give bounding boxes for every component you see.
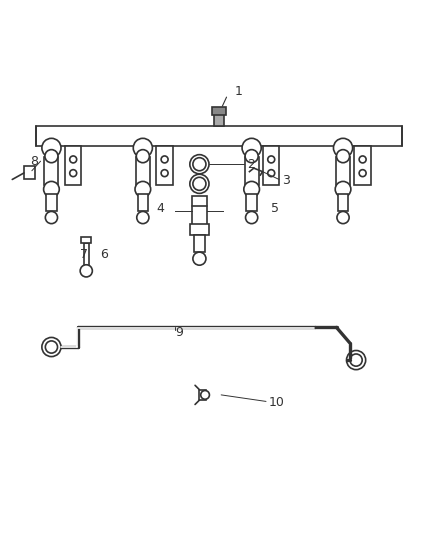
- Text: 9: 9: [176, 326, 184, 339]
- Bar: [191, 196, 207, 226]
- Bar: [45, 157, 58, 185]
- Circle shape: [350, 354, 362, 366]
- Circle shape: [42, 139, 61, 157]
- Text: 2: 2: [247, 158, 255, 171]
- Circle shape: [46, 212, 57, 224]
- Text: 5: 5: [271, 202, 279, 215]
- Circle shape: [359, 169, 366, 176]
- Circle shape: [45, 150, 58, 163]
- Bar: [199, 390, 206, 400]
- Bar: [138, 193, 148, 211]
- Circle shape: [201, 391, 209, 399]
- Bar: [245, 157, 258, 185]
- Circle shape: [44, 181, 59, 197]
- Circle shape: [42, 337, 61, 357]
- Bar: [81, 237, 92, 243]
- Bar: [212, 108, 226, 115]
- Circle shape: [70, 156, 77, 163]
- Circle shape: [336, 150, 350, 163]
- Text: 1: 1: [234, 85, 242, 98]
- Circle shape: [190, 155, 209, 174]
- Circle shape: [133, 139, 152, 157]
- Circle shape: [136, 150, 149, 163]
- Circle shape: [268, 156, 275, 163]
- Circle shape: [70, 169, 77, 176]
- Bar: [36, 126, 402, 146]
- Text: 6: 6: [101, 248, 109, 261]
- Circle shape: [193, 177, 206, 190]
- Circle shape: [244, 181, 259, 197]
- Bar: [194, 235, 205, 252]
- Circle shape: [337, 212, 349, 224]
- Circle shape: [333, 139, 353, 157]
- Circle shape: [346, 351, 366, 370]
- Circle shape: [268, 169, 275, 176]
- Bar: [156, 146, 173, 185]
- Circle shape: [80, 265, 92, 277]
- Bar: [354, 146, 371, 185]
- Bar: [136, 157, 150, 185]
- Circle shape: [193, 158, 206, 171]
- Circle shape: [161, 169, 168, 176]
- Circle shape: [135, 181, 151, 197]
- Bar: [190, 224, 209, 235]
- Bar: [46, 193, 57, 211]
- Circle shape: [242, 139, 261, 157]
- Text: 7: 7: [80, 248, 88, 261]
- Bar: [263, 146, 279, 185]
- Bar: [65, 146, 81, 185]
- Circle shape: [245, 150, 258, 163]
- Text: 4: 4: [157, 202, 165, 215]
- Circle shape: [246, 212, 258, 224]
- Text: 8: 8: [30, 155, 39, 168]
- Circle shape: [46, 341, 57, 353]
- Circle shape: [190, 174, 209, 193]
- Bar: [84, 243, 89, 269]
- Text: 3: 3: [282, 174, 290, 187]
- Circle shape: [335, 181, 351, 197]
- Circle shape: [161, 156, 168, 163]
- Bar: [24, 166, 35, 180]
- Text: 10: 10: [269, 396, 285, 409]
- Bar: [214, 113, 224, 126]
- Circle shape: [193, 252, 206, 265]
- Bar: [336, 157, 350, 185]
- Bar: [247, 193, 257, 211]
- Circle shape: [359, 156, 366, 163]
- Circle shape: [137, 212, 149, 224]
- Bar: [338, 193, 348, 211]
